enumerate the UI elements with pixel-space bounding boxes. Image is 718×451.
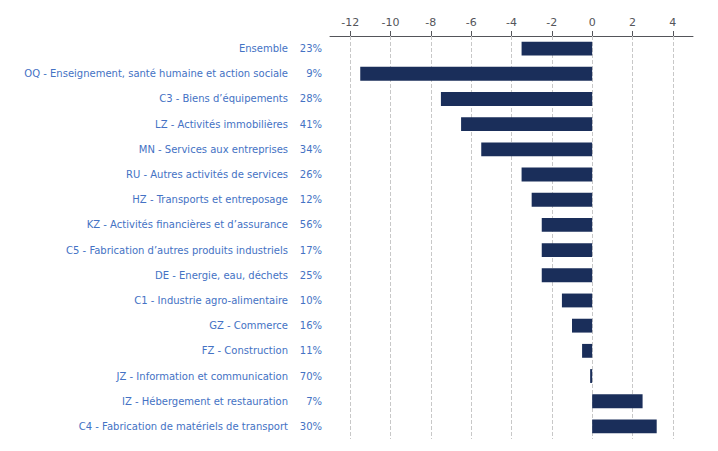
svg-text:12%: 12% [300,194,322,205]
svg-text:C3 - Biens d’équipements: C3 - Biens d’équipements [159,93,288,104]
svg-text:C4 - Fabrication de matériels: C4 - Fabrication de matériels de transpo… [79,421,288,432]
svg-text:KZ - Activités financières et: KZ - Activités financières et d’assuranc… [87,219,288,230]
svg-text:11%: 11% [300,345,322,356]
svg-text:4: 4 [669,16,676,29]
svg-text:-2: -2 [546,16,557,29]
svg-text:7%: 7% [306,396,322,407]
svg-text:41%: 41% [300,119,322,130]
svg-text:16%: 16% [300,320,322,331]
svg-text:MN - Services aux entreprises: MN - Services aux entreprises [139,144,288,155]
svg-text:C5 - Fabrication d’autres prod: C5 - Fabrication d’autres produits indus… [66,245,288,256]
svg-text:DE - Energie, eau, déchets: DE - Energie, eau, déchets [155,270,288,281]
svg-text:-8: -8 [425,16,436,29]
svg-text:34%: 34% [300,144,322,155]
svg-text:JZ - Information et communicat: JZ - Information et communication [116,371,288,382]
svg-text:30%: 30% [300,421,322,432]
svg-text:HZ - Transports et entreposage: HZ - Transports et entreposage [132,194,288,205]
svg-text:56%: 56% [300,219,322,230]
svg-text:28%: 28% [300,93,322,104]
svg-text:C1 - Industrie agro-alimentair: C1 - Industrie agro-alimentaire [134,295,288,306]
svg-text:-12: -12 [341,16,359,29]
svg-text:-10: -10 [382,16,400,29]
svg-text:26%: 26% [300,169,322,180]
svg-text:23%: 23% [300,43,322,54]
svg-text:-4: -4 [506,16,517,29]
svg-text:9%: 9% [306,68,322,79]
svg-text:0: 0 [589,16,596,29]
svg-text:IZ - Hébergement et restaurati: IZ - Hébergement et restauration [122,396,288,407]
svg-text:2: 2 [629,16,636,29]
svg-text:GZ - Commerce: GZ - Commerce [209,320,288,331]
svg-text:17%: 17% [300,245,322,256]
svg-text:-6: -6 [466,16,477,29]
svg-text:Ensemble: Ensemble [239,43,288,54]
svg-text:25%: 25% [300,270,322,281]
svg-text:RU - Autres activités de servi: RU - Autres activités de services [126,169,288,180]
svg-text:70%: 70% [300,371,322,382]
svg-text:10%: 10% [300,295,322,306]
svg-text:LZ - Activités immobilières: LZ - Activités immobilières [155,119,288,130]
svg-text:OQ - Enseignement, santé humai: OQ - Enseignement, santé humaine et acti… [24,68,288,79]
svg-text:FZ - Construction: FZ - Construction [202,345,288,356]
